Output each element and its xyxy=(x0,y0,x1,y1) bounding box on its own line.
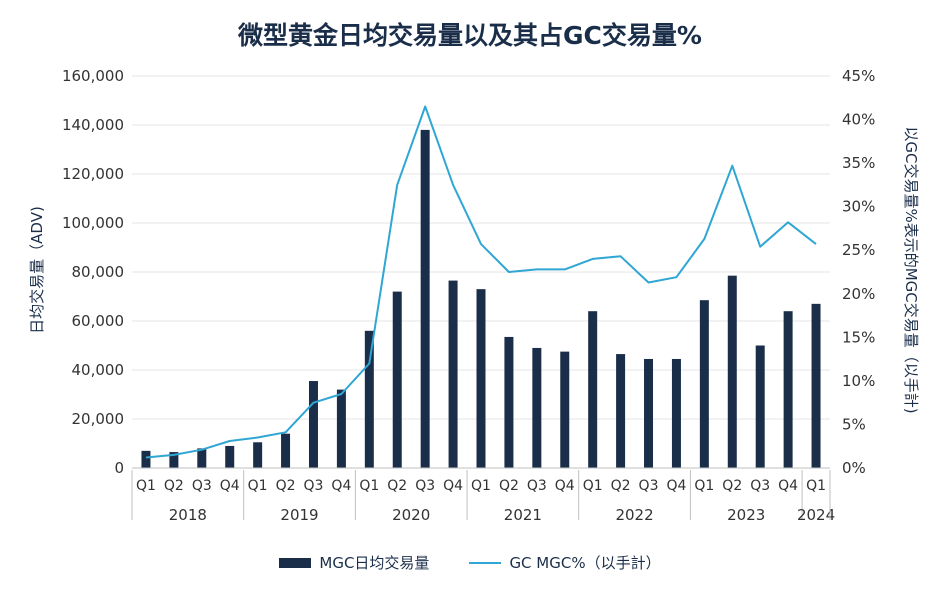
legend-item-bars: MGC日均交易量 xyxy=(279,552,429,573)
y-right-tick-label: 5% xyxy=(842,415,866,433)
x-category-label: Q1 xyxy=(359,478,379,494)
bar xyxy=(448,280,458,468)
chart-title: 微型黄金日均交易量以及其占GC交易量% xyxy=(238,21,702,50)
x-category-label: Q4 xyxy=(331,478,351,494)
bar xyxy=(504,336,514,468)
y-axis-left: 0 20,000 40,000 60,000 80,000 100,000 120,000 1… xyxy=(62,67,124,477)
x-category-label: Q3 xyxy=(304,478,324,494)
bar xyxy=(476,289,486,468)
legend-item-line: GC MGC%（以手計） xyxy=(469,552,661,573)
x-category-label: Q3 xyxy=(527,478,547,494)
x-category-label: Q2 xyxy=(387,478,407,494)
bar xyxy=(169,452,179,468)
x-category-label: Q2 xyxy=(164,478,184,494)
x-category-label: Q2 xyxy=(499,478,519,494)
x-year-label: 2020 xyxy=(392,506,430,524)
y-right-tick-label: 40% xyxy=(842,111,875,129)
bar xyxy=(364,330,374,468)
y-axis-left-label: 日均交易量（ADV) xyxy=(28,206,46,334)
legend-label-bars: MGC日均交易量 xyxy=(319,554,430,572)
x-year-label: 2018 xyxy=(169,506,207,524)
y-right-tick-label: 25% xyxy=(842,241,875,259)
bar xyxy=(336,389,346,468)
x-axis: Q1 Q2 Q3 Q4 Q1 Q2 Q3 Q4 Q1 Q2 Q3 Q4 Q1 Q2 Q3 Q4 Q1 Q2 Q3 Q4… xyxy=(131,467,835,524)
y-axis-right-label: 以GC交易量%表示的MGC交易量（以手計) xyxy=(902,126,920,413)
y-right-tick-label: 10% xyxy=(842,372,875,390)
x-category-label: Q1 xyxy=(806,478,826,494)
bar xyxy=(644,358,654,468)
bar xyxy=(783,311,793,468)
y-right-tick-label: 35% xyxy=(842,154,875,172)
y-right-tick-label: 45% xyxy=(842,67,875,85)
x-category-label: Q1 xyxy=(136,478,156,494)
x-category-label: Q2 xyxy=(722,478,742,494)
y-left-tick-label: 60,000 xyxy=(72,312,125,330)
bar xyxy=(253,442,263,468)
x-year-label: 2021 xyxy=(504,506,542,524)
bar xyxy=(699,300,709,468)
y-left-tick-label: 100,000 xyxy=(62,214,124,232)
bar xyxy=(671,358,681,468)
y-left-tick-label: 0 xyxy=(114,459,124,477)
y-right-tick-label: 30% xyxy=(842,198,875,216)
y-left-tick-label: 40,000 xyxy=(72,361,125,379)
x-year-label: 2024 xyxy=(797,506,835,524)
x-category-label: Q1 xyxy=(471,478,491,494)
bar xyxy=(225,445,235,468)
y-left-tick-label: 80,000 xyxy=(72,263,125,281)
x-category-label: Q4 xyxy=(778,478,798,494)
x-category-label: Q3 xyxy=(750,478,770,494)
y-right-tick-label: 15% xyxy=(842,328,875,346)
bar xyxy=(811,303,821,468)
x-category-label: Q4 xyxy=(555,478,575,494)
y-left-tick-label: 20,000 xyxy=(72,410,125,428)
y-left-tick-label: 140,000 xyxy=(62,116,124,134)
legend: MGC日均交易量 GC MGC%（以手計） xyxy=(0,552,940,573)
x-category-label: Q3 xyxy=(192,478,212,494)
x-category-label: Q4 xyxy=(666,478,686,494)
bar xyxy=(420,129,430,468)
bar xyxy=(616,354,626,468)
x-category-label: Q2 xyxy=(276,478,296,494)
bar xyxy=(197,448,207,468)
x-category-label: Q4 xyxy=(220,478,240,494)
x-category-label: Q3 xyxy=(415,478,435,494)
x-category-label: Q1 xyxy=(583,478,603,494)
y-right-tick-label: 0% xyxy=(842,459,866,477)
bar xyxy=(141,450,151,468)
legend-swatch-bars xyxy=(279,557,312,568)
line-series xyxy=(145,105,817,459)
x-year-label: 2019 xyxy=(280,506,318,524)
series-line xyxy=(145,105,817,459)
bar xyxy=(281,433,291,468)
x-category-label: Q2 xyxy=(611,478,631,494)
bar xyxy=(392,291,402,468)
x-category-label: Q3 xyxy=(639,478,659,494)
legend-swatch-line xyxy=(469,561,502,564)
y-left-tick-label: 160,000 xyxy=(62,67,124,85)
x-year-label: 2023 xyxy=(727,506,765,524)
y-axis-right: 0% 5% 10% 15% 20% 25% 30% 35% 40% 45% xyxy=(842,67,875,477)
x-category-label: Q1 xyxy=(248,478,268,494)
bar xyxy=(727,275,737,468)
bar xyxy=(560,351,570,468)
bar-series xyxy=(141,129,821,468)
bar xyxy=(755,345,765,468)
bar xyxy=(588,311,598,468)
legend-label-line: GC MGC%（以手計） xyxy=(509,554,661,572)
y-right-tick-label: 20% xyxy=(842,285,875,303)
x-category-label: Q1 xyxy=(694,478,714,494)
x-category-label: Q4 xyxy=(443,478,463,494)
x-year-label: 2022 xyxy=(615,506,653,524)
y-left-tick-label: 120,000 xyxy=(62,165,124,183)
bar xyxy=(308,381,318,468)
bar xyxy=(532,347,542,468)
